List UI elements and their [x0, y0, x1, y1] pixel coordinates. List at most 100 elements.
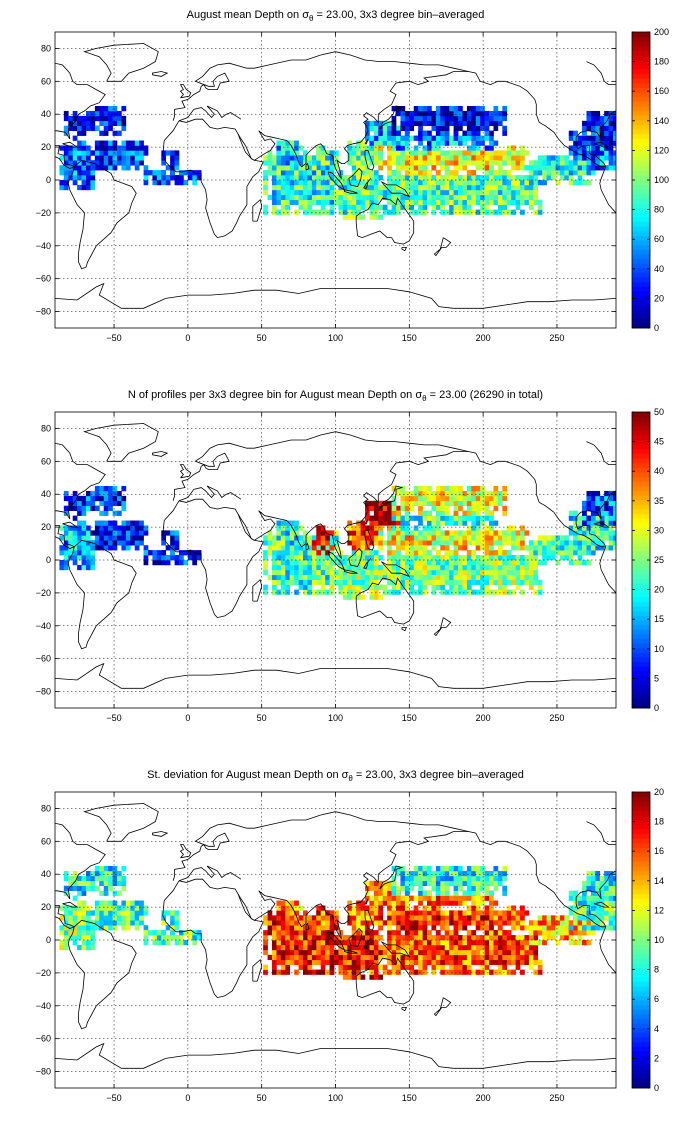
heatmap-bin [280, 194, 286, 201]
colorbar-segment [632, 281, 650, 287]
heatmap-bin [311, 184, 317, 191]
heatmap-bin [422, 969, 428, 975]
heatmap-bin [444, 895, 450, 901]
heatmap-bin [409, 885, 415, 891]
heatmap-bin [285, 194, 291, 201]
heatmap-bin [134, 900, 140, 906]
heatmap-bin [520, 920, 525, 926]
heatmap-bin [369, 535, 375, 541]
heatmap-bin [418, 125, 423, 131]
heatmap-bin [165, 935, 171, 941]
heatmap-bin [134, 150, 140, 156]
heatmap-bin [604, 510, 609, 516]
coastline [364, 149, 375, 171]
heatmap-bin [378, 120, 384, 127]
heatmap-bins [59, 106, 616, 220]
heatmap-bin [285, 145, 291, 151]
colorbar-segment [632, 82, 650, 88]
heatmap-bin [307, 555, 313, 561]
heatmap-bin [440, 194, 446, 201]
heatmap-bin [466, 486, 472, 492]
heatmap-bin [471, 175, 477, 181]
heatmap-bin [528, 964, 534, 970]
heatmap-bin [77, 130, 82, 136]
heatmap-bin [440, 490, 446, 497]
heatmap-bin [396, 915, 401, 921]
heatmap-bin [272, 155, 277, 161]
heatmap-bin [453, 540, 459, 546]
heatmap-bin [334, 150, 339, 156]
heatmap-bin [573, 920, 578, 926]
heatmap-bin [462, 490, 468, 497]
heatmap-bin [489, 180, 494, 186]
heatmap-bin [480, 866, 485, 872]
heatmap-bin [431, 905, 437, 911]
heatmap-bin [555, 535, 561, 541]
heatmap-bin [81, 925, 87, 931]
heatmap-bin [112, 115, 118, 122]
heatmap-bin [493, 505, 499, 511]
heatmap-bin [480, 969, 485, 975]
colorbar-segment [632, 106, 650, 112]
colorbar-segment [632, 416, 650, 422]
heatmap-bin [444, 880, 450, 887]
heatmap-bin [365, 135, 370, 141]
heatmap-bin [285, 560, 291, 566]
heatmap-bin [555, 925, 561, 931]
heatmap-bin [422, 165, 428, 171]
heatmap-bin [449, 115, 454, 122]
heatmap-bin [435, 885, 441, 891]
heatmap-bin [595, 495, 601, 502]
heatmap-bin [325, 184, 330, 191]
heatmap-bin [489, 160, 494, 166]
heatmap-bin [559, 925, 565, 931]
heatmap-bin [444, 935, 450, 941]
heatmap-bin [378, 175, 384, 181]
heatmap-bin [63, 540, 69, 546]
heatmap-bin [365, 949, 370, 956]
heatmap-bin [72, 170, 78, 176]
heatmap-bin [373, 935, 379, 941]
heatmap-bin [528, 540, 534, 546]
heatmap-bin [334, 925, 339, 931]
heatmap-bin [608, 505, 614, 511]
heatmap-bin [400, 115, 406, 122]
heatmap-bin [475, 194, 481, 201]
heatmap-bin [338, 964, 344, 970]
heatmap-bin [103, 900, 109, 906]
heatmap-bin [471, 949, 477, 956]
heatmap-bin [351, 564, 357, 571]
heatmap-bin [63, 505, 69, 511]
heatmap-bin [422, 944, 428, 951]
heatmap-bin [298, 175, 304, 181]
heatmap-bin [559, 535, 565, 541]
heatmap-bin [94, 140, 100, 146]
heatmap-bin [551, 920, 556, 926]
heatmap-bin [99, 120, 105, 127]
heatmap-bin [369, 155, 375, 161]
heatmap-bin [103, 890, 109, 896]
y-tick-label: 0 [46, 175, 51, 185]
heatmap-bin [378, 555, 384, 561]
heatmap-bin [360, 974, 366, 980]
heatmap-bin [90, 550, 96, 556]
heatmap-bin [267, 930, 273, 936]
heatmap-bin [391, 189, 397, 196]
heatmap-bin [404, 165, 410, 171]
heatmap-bin [480, 140, 485, 146]
heatmap-bin [117, 880, 122, 887]
heatmap-bin [112, 490, 118, 497]
heatmap-bin [595, 490, 601, 497]
heatmap-bin [413, 880, 419, 887]
heatmap-bin [77, 495, 82, 502]
heatmap-bin [435, 940, 441, 946]
heatmap-bin [320, 910, 326, 916]
heatmap-bin [400, 490, 406, 497]
heatmap-bin [489, 550, 494, 556]
heatmap-bin [449, 940, 454, 946]
heatmap-bin [608, 145, 614, 151]
heatmap-bin [373, 500, 379, 507]
heatmap-bin [86, 880, 91, 887]
heatmap-bin [528, 579, 534, 585]
heatmap-bin [497, 555, 503, 561]
